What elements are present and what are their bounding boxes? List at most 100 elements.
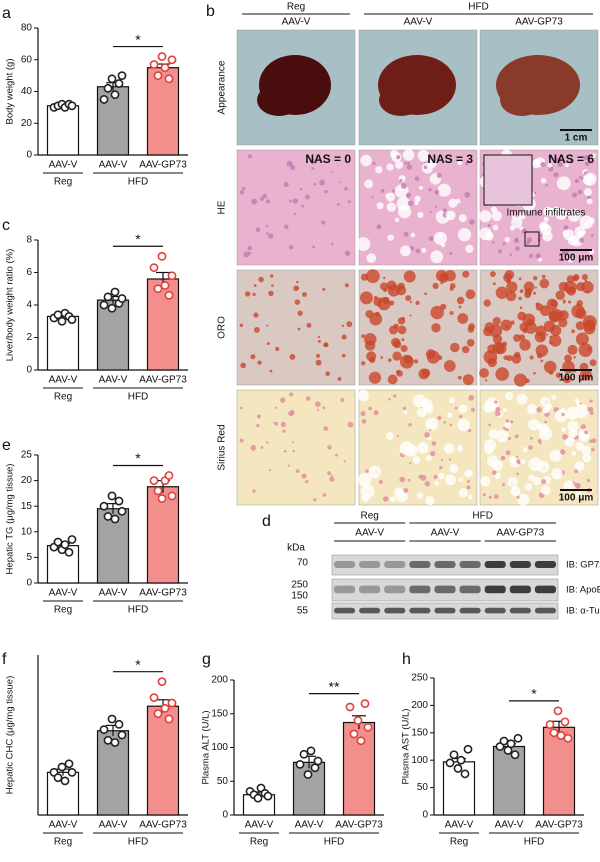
data-point — [153, 284, 163, 294]
texture — [529, 436, 533, 440]
texture — [549, 334, 562, 347]
texture — [528, 419, 540, 431]
texture — [429, 429, 432, 432]
bar — [342, 721, 376, 816]
texture — [566, 275, 575, 283]
panel-letter: c — [2, 217, 10, 234]
band — [509, 561, 531, 568]
texture — [516, 472, 519, 476]
texture — [458, 404, 468, 414]
texture — [484, 379, 488, 382]
texture — [400, 245, 411, 257]
texture — [495, 429, 509, 443]
texture — [400, 344, 408, 353]
x-tick-label: AAV-V — [295, 820, 324, 831]
texture — [582, 256, 585, 259]
texture — [572, 192, 578, 198]
texture — [269, 369, 273, 373]
texture — [539, 234, 543, 238]
texture — [557, 162, 563, 167]
texture — [338, 181, 341, 184]
texture — [436, 173, 442, 179]
texture — [382, 496, 389, 502]
texture — [589, 323, 593, 327]
texture — [388, 397, 391, 401]
texture — [317, 339, 321, 343]
data-point — [60, 776, 70, 786]
texture — [410, 232, 416, 238]
data-point — [64, 759, 74, 769]
texture — [515, 455, 519, 458]
texture — [490, 271, 496, 277]
texture — [388, 358, 392, 362]
texture — [516, 495, 520, 499]
texture — [582, 453, 592, 463]
texture — [376, 224, 382, 230]
texture — [483, 401, 494, 413]
texture — [380, 282, 388, 291]
texture — [511, 354, 522, 364]
texture — [268, 290, 274, 296]
texture — [495, 406, 501, 412]
texture — [340, 397, 345, 402]
data-point — [153, 709, 163, 719]
texture — [425, 417, 438, 431]
texture — [433, 474, 438, 480]
texture — [360, 154, 372, 167]
texture — [395, 160, 404, 169]
texture — [505, 419, 510, 423]
texture — [535, 253, 541, 259]
texture — [443, 443, 455, 454]
texture — [466, 338, 475, 347]
texture — [385, 193, 390, 198]
data-point — [67, 767, 77, 777]
texture — [389, 149, 399, 159]
data-point — [107, 74, 117, 84]
texture — [431, 441, 437, 446]
texture — [454, 406, 458, 410]
band — [334, 561, 356, 568]
texture — [583, 222, 589, 227]
texture — [428, 188, 432, 192]
band — [384, 561, 406, 568]
texture — [516, 393, 528, 405]
texture — [418, 368, 430, 380]
texture — [412, 456, 421, 464]
group-label: HFD — [128, 177, 149, 188]
x-tick-label: AAV-GP73 — [139, 820, 187, 831]
texture — [357, 389, 370, 402]
texture — [521, 228, 528, 234]
texture — [487, 224, 491, 227]
bar — [146, 705, 180, 816]
texture — [407, 200, 414, 206]
texture — [551, 394, 557, 400]
texture — [265, 199, 270, 204]
texture — [567, 208, 581, 222]
texture — [311, 160, 316, 165]
texture — [553, 172, 559, 178]
texture — [364, 179, 374, 189]
texture — [571, 329, 576, 334]
texture — [282, 429, 286, 433]
texture — [519, 306, 523, 310]
texture — [292, 450, 295, 453]
texture — [527, 403, 538, 415]
texture — [458, 214, 467, 223]
texture — [564, 163, 570, 168]
column-label: AAV-V — [404, 17, 433, 28]
data-point — [549, 728, 559, 738]
texture — [487, 357, 497, 368]
band — [434, 561, 456, 568]
data-point — [110, 514, 120, 524]
y-tick-label: 6 — [26, 267, 32, 278]
texture — [386, 432, 394, 440]
texture — [537, 439, 542, 444]
texture — [403, 162, 407, 165]
nas-label: NAS = 0 — [305, 152, 351, 166]
texture — [518, 277, 522, 281]
texture — [541, 479, 547, 485]
column-label: AAV-V — [355, 528, 384, 539]
data-point — [53, 773, 63, 783]
texture — [313, 182, 317, 186]
data-point — [167, 55, 177, 65]
